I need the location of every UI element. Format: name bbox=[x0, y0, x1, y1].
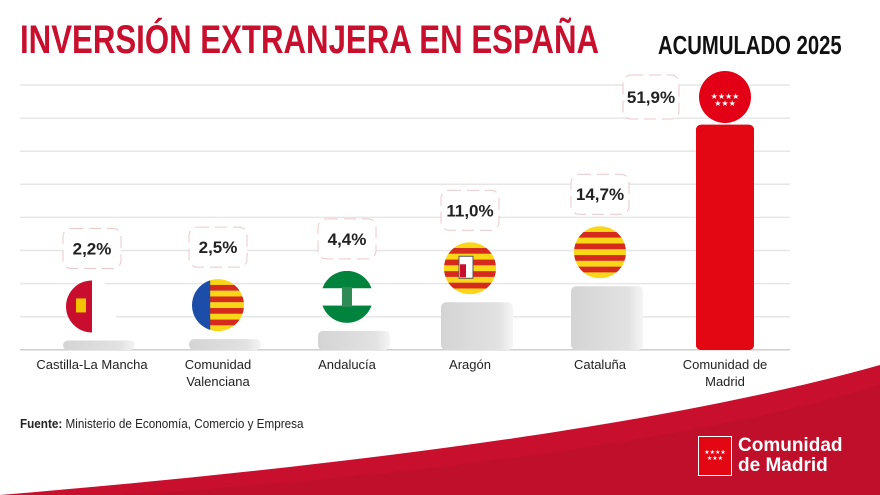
data-label-box bbox=[622, 74, 680, 120]
bar bbox=[318, 330, 390, 350]
bar bbox=[441, 302, 513, 350]
logo-line1: Comunidad bbox=[738, 435, 843, 456]
bar bbox=[189, 339, 261, 350]
madrid-flag-icon: ★★★★★★★ bbox=[699, 71, 751, 123]
data-label: 2,2% bbox=[73, 239, 112, 258]
bar-group: 11,0% Aragón bbox=[440, 189, 513, 372]
svg-text:★★★★: ★★★★ bbox=[711, 92, 740, 101]
bar bbox=[571, 286, 643, 350]
bar-fill bbox=[696, 124, 754, 350]
bar-group: 4,4% Andalucía bbox=[317, 218, 390, 372]
category-label: Castilla-La Mancha bbox=[36, 357, 148, 372]
source-note: Fuente: Ministerio de Economía, Comercio… bbox=[20, 416, 304, 431]
source-text: Ministerio de Economía, Comercio y Empre… bbox=[62, 416, 304, 431]
comunidad-de-madrid-logo: ★★★★ ★★★ Comunidad de Madrid bbox=[698, 436, 843, 476]
bar bbox=[63, 340, 135, 350]
cataluna-flag-icon bbox=[574, 226, 626, 279]
source-label: Fuente: bbox=[20, 416, 63, 431]
category-label: Andalucía bbox=[318, 357, 377, 372]
category-label: Comunidad de bbox=[683, 357, 768, 372]
category-label: Valenciana bbox=[186, 374, 250, 389]
andalucia-flag-icon bbox=[321, 270, 373, 323]
data-label-box bbox=[440, 189, 500, 231]
madrid-stars-icon: ★★★★ ★★★ bbox=[698, 436, 732, 476]
valencia-flag-icon bbox=[192, 279, 244, 332]
category-label: Cataluña bbox=[574, 357, 627, 372]
bar-group: 51,9% ★★★★★★★ Comunidad de Madrid bbox=[622, 71, 768, 389]
category-label: Comunidad bbox=[185, 357, 252, 372]
bar-group: 2,5% Comunidad Valenciana bbox=[185, 226, 261, 389]
bar-group: 14,7% Cataluña bbox=[570, 173, 643, 372]
data-label: 4,4% bbox=[328, 230, 367, 249]
data-label-box bbox=[570, 173, 630, 215]
aragon-flag-icon bbox=[444, 242, 496, 295]
category-label: Madrid bbox=[705, 374, 745, 389]
data-label: 14,7% bbox=[576, 185, 624, 204]
data-label: 2,5% bbox=[199, 238, 238, 257]
data-label: 11,0% bbox=[446, 201, 493, 220]
logo-line2: de Madrid bbox=[738, 455, 828, 476]
data-label-box bbox=[62, 227, 122, 269]
category-label: Aragón bbox=[449, 357, 491, 372]
castilla-la-mancha-flag-icon bbox=[66, 280, 118, 333]
svg-text:★★★: ★★★ bbox=[714, 99, 736, 108]
chart-subtitle: ACUMULADO 2025 bbox=[658, 30, 842, 60]
red-swoosh-highlight bbox=[120, 385, 880, 495]
data-label: 51,9% bbox=[627, 88, 675, 107]
chart-title: INVERSIÓN EXTRANJERA EN ESPAÑA bbox=[20, 18, 600, 62]
data-label-box bbox=[317, 218, 377, 260]
data-label-box bbox=[188, 226, 248, 268]
